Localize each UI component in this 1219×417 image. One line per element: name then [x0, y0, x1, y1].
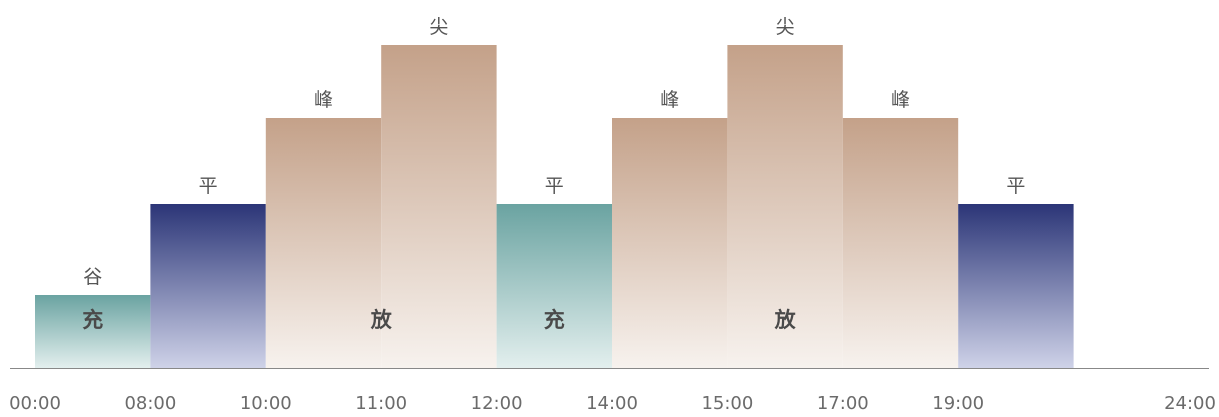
- x-tick-label-6: 15:00: [701, 393, 753, 414]
- label-group: 谷充平峰尖平充峰尖峰平放放: [82, 16, 1025, 332]
- x-tick-label-1: 08:00: [124, 393, 176, 414]
- discharge-label-0: 放: [370, 308, 393, 332]
- tier-label-7: 峰: [891, 89, 910, 111]
- x-tick-label-0: 00:00: [9, 393, 61, 414]
- bar-tan-3: [381, 45, 497, 368]
- tier-label-2: 峰: [314, 89, 333, 111]
- bar-tan-6: [727, 45, 843, 368]
- bar-tan-7: [842, 118, 959, 368]
- bar-group: [35, 45, 1074, 368]
- tier-label-5: 峰: [660, 89, 679, 111]
- x-axis-ticks: 00:00 08:00 10:00 11:00 12:00 14:00 15:00 17:00…: [9, 393, 1216, 414]
- tier-label-1: 平: [199, 175, 218, 197]
- tier-label-0: 谷: [83, 266, 102, 288]
- bar-navy-8: [958, 204, 1074, 368]
- bar-teal-0: [35, 295, 151, 368]
- tier-label-3: 尖: [429, 16, 448, 38]
- x-tick-label-7: 17:00: [817, 393, 869, 414]
- action-label-4: 充: [544, 308, 565, 332]
- action-label-0: 充: [82, 308, 103, 332]
- x-tick-label-5: 14:00: [586, 393, 638, 414]
- bar-teal-4: [496, 204, 612, 368]
- x-tick-label-8: 19:00: [932, 393, 984, 414]
- x-tick-label-3: 11:00: [355, 393, 407, 414]
- bar-navy-1: [150, 204, 266, 368]
- tier-label-6: 尖: [776, 16, 795, 38]
- x-tick-label-2: 10:00: [240, 393, 292, 414]
- discharge-label-1: 放: [774, 308, 797, 332]
- bar-tan-2: [265, 118, 382, 368]
- bar-tan-5: [612, 118, 728, 368]
- x-tick-label-9: 24:00: [1164, 393, 1216, 414]
- tier-label-4: 平: [545, 175, 564, 197]
- tier-label-8: 平: [1006, 175, 1025, 197]
- x-tick-label-4: 12:00: [471, 393, 523, 414]
